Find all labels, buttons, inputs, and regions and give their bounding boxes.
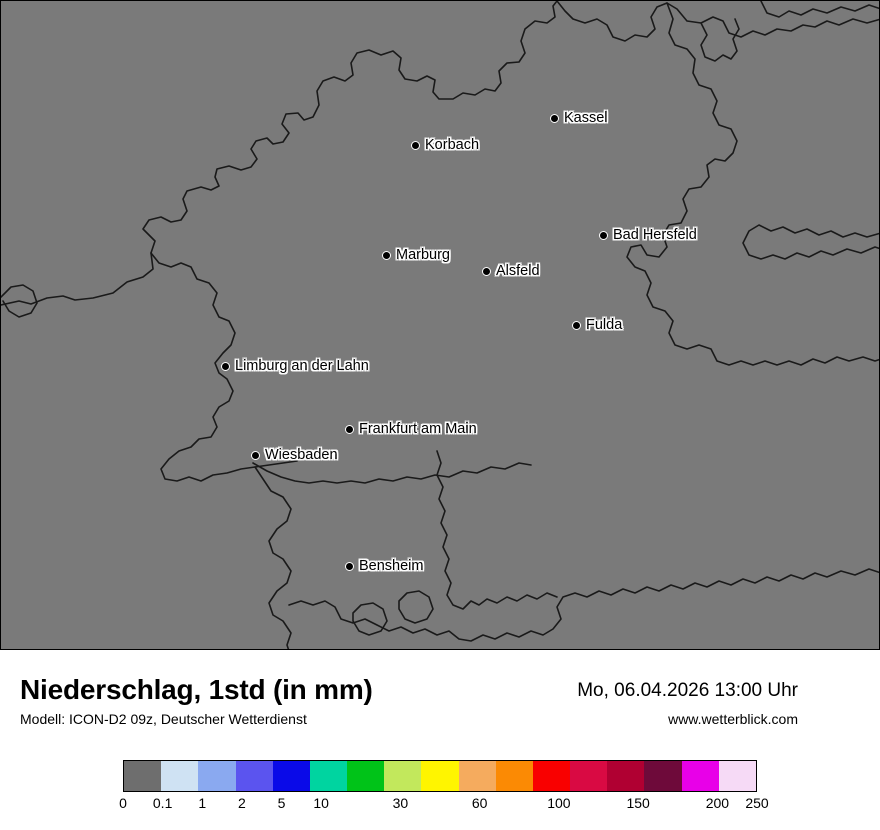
colorbar-tick-150: 150 (626, 795, 650, 811)
colorbar-swatch-13 (607, 761, 645, 791)
hessen-border-northwest (1, 1, 558, 306)
colorbar-swatch-14 (644, 761, 682, 791)
colorbar-swatch-10 (495, 761, 533, 791)
colorbar-tick-60: 60 (471, 795, 488, 811)
hessen-border-south (288, 568, 879, 642)
hessen-border-kassel-enclave (700, 18, 740, 62)
neighbour-border-east-lower (742, 224, 879, 260)
colorbar-swatch-16 (718, 761, 756, 791)
legend: 0 0.1 1 2 5 10 30 60 100 150 200 250 (119, 760, 769, 819)
colorbar-tick-250: 250 (745, 795, 769, 811)
precipitation-map[interactable]: Kassel Korbach Bad Hersfeld Marburg Alsf… (0, 0, 880, 650)
colorbar-tick-100: 100 (547, 795, 571, 811)
colorbar-swatch-0 (124, 761, 162, 791)
county-border-odenwald (436, 450, 558, 610)
neighbour-border-west-small (1, 284, 38, 318)
hessen-border-southwest (254, 466, 292, 649)
colorbar-tick-labels: 0 0.1 1 2 5 10 30 60 100 150 200 250 (119, 795, 769, 819)
colorbar-swatch-11 (532, 761, 571, 791)
county-border-bottom-pocket (398, 590, 434, 624)
hessen-border-northeast (556, 1, 879, 42)
page-title: Niederschlag, 1std (in mm) (20, 674, 373, 705)
map-footer: Niederschlag, 1std (in mm) Modell: ICON-… (0, 650, 880, 830)
colorbar (123, 760, 757, 792)
colorbar-swatch-2 (198, 761, 236, 791)
neighbour-border-northeast (760, 1, 879, 18)
colorbar-tick-0: 0 (119, 795, 127, 811)
colorbar-tick-200: 200 (705, 795, 730, 811)
colorbar-swatch-7 (384, 761, 422, 791)
colorbar-swatch-12 (570, 761, 608, 791)
colorbar-swatch-8 (421, 761, 459, 791)
colorbar-swatch-6 (347, 761, 385, 791)
model-subtitle: Modell: ICON-D2 09z, Deutscher Wetterdie… (20, 711, 307, 727)
colorbar-tick-10: 10 (313, 795, 329, 811)
colorbar-swatch-4 (272, 761, 310, 791)
colorbar-tick-1: 1 (198, 795, 207, 811)
colorbar-tick-30: 30 (392, 795, 409, 811)
hessen-border-east (626, 2, 879, 366)
colorbar-swatch-5 (309, 761, 348, 791)
source-url-label: www.wetterblick.com (668, 711, 798, 727)
main-river-line (252, 462, 532, 484)
map-borders-layer (1, 1, 879, 649)
colorbar-tick-0.1: 0.1 (152, 795, 173, 811)
colorbar-swatch-3 (235, 761, 273, 791)
county-border-bensheim-south (352, 602, 388, 636)
colorbar-tick-5: 5 (277, 795, 286, 811)
colorbar-tick-2: 2 (237, 795, 246, 811)
valid-time-label: Mo, 06.04.2026 13:00 Uhr (577, 680, 798, 701)
colorbar-swatch-15 (681, 761, 719, 791)
hessen-border-west (150, 252, 298, 482)
colorbar-swatch-9 (458, 761, 496, 791)
colorbar-swatch-1 (161, 761, 199, 791)
